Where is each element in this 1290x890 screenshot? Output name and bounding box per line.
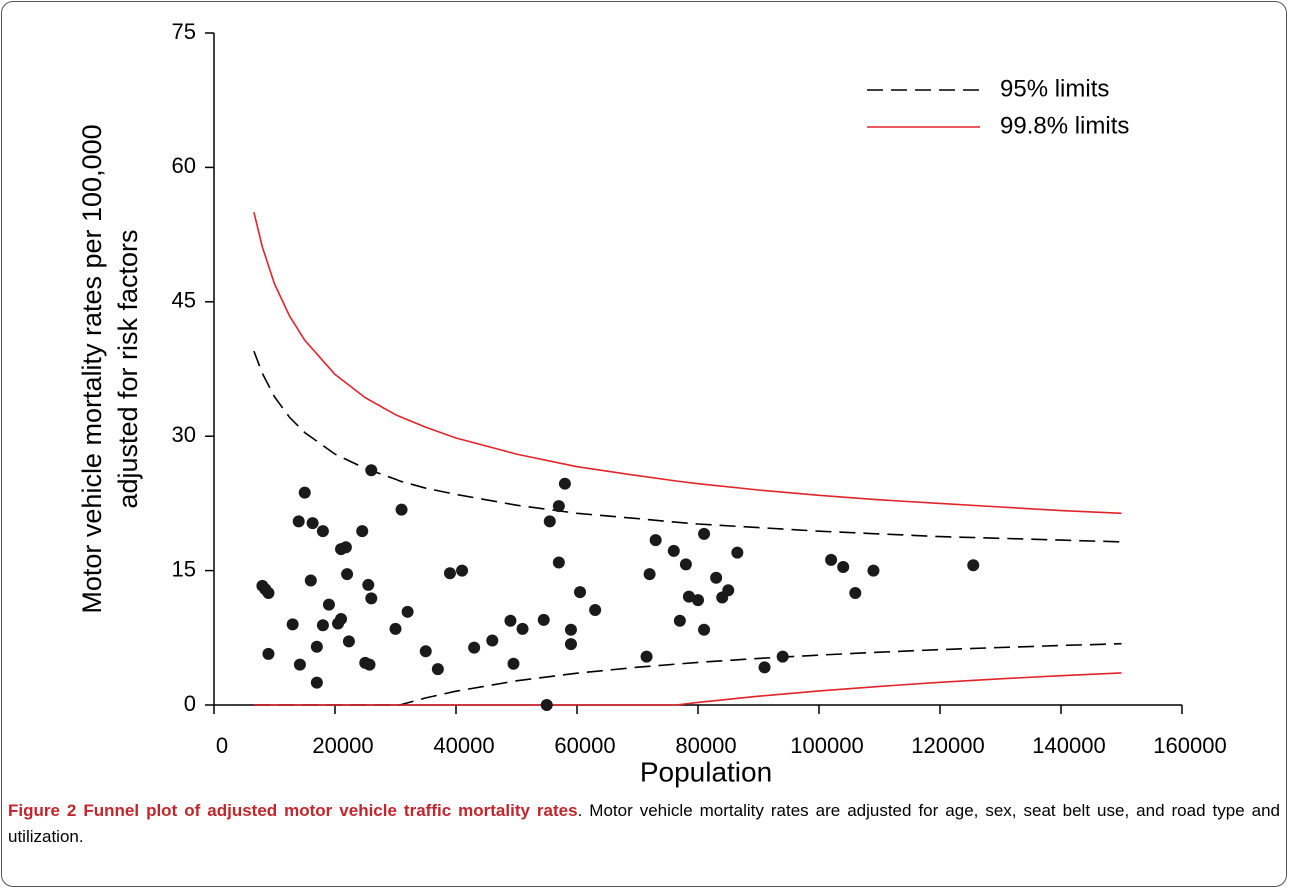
y-axis-label: Motor vehicle mortality rates per 100,00… [77,124,107,613]
data-point [395,503,408,516]
x-tick-label: 80000 [675,733,736,758]
data-point [722,584,735,597]
data-point [682,590,695,603]
limit-line [253,350,1122,543]
y-tick-label: 0 [184,691,196,716]
chart: 0 15 30 45 60 75 0 20000 40000 60000 80000 100000 12… [77,19,1227,788]
data-point [310,640,323,653]
data-point [698,623,711,636]
data-point [363,658,376,671]
data-point [543,515,556,528]
data-point [486,634,499,647]
limit-line [253,642,1122,706]
data-point [574,586,587,599]
y-tick-label: 75 [172,19,196,44]
caption: Figure 2 Funnel plot of adjusted motor v… [8,798,1280,850]
data-point [456,564,469,577]
data-point [356,525,369,538]
x-tick-label: 140000 [1032,733,1105,758]
data-point [419,645,432,658]
data-point [758,661,771,674]
data-point [292,515,305,528]
x-tick-label: 40000 [433,733,494,758]
data-point [552,500,565,513]
caption-text: . Motor vehicle mortality rates are adju… [8,801,1281,846]
data-point [286,618,299,631]
data-point [310,676,323,689]
data-point [316,525,329,538]
data-point [362,578,375,591]
data-point [401,605,414,618]
data-point [537,613,550,626]
y-tick-label: 30 [172,422,196,447]
data-point [443,567,456,580]
data-point [322,598,335,611]
data-point [389,622,402,635]
x-tick-label: 120000 [911,733,984,758]
data-point [262,647,275,660]
data-point [504,614,517,627]
legend-label: 95% limits [1000,75,1109,102]
data-point [564,638,577,651]
data-point [673,614,686,627]
data-point [540,699,553,711]
data-point [710,571,723,584]
data-point [552,556,565,569]
data-point [837,561,850,574]
data-point [293,658,306,671]
data-point [316,619,329,632]
data-point [640,650,653,663]
data-point [304,574,317,587]
x-tick-label: 60000 [554,733,615,758]
data-point [679,558,692,571]
data-point [825,553,838,566]
data-point [262,587,275,599]
data-point [507,657,520,670]
x-tick-label: 0 [216,733,228,758]
legend-label: 99.8% limits [1000,112,1129,139]
data-point [298,486,311,499]
data-point [431,663,444,676]
data-point [558,477,571,490]
data-point [849,587,862,599]
data-point [468,641,481,654]
data-point [306,517,319,530]
data-point [692,594,704,607]
data-point [365,464,378,477]
y-tick-label: 45 [172,288,196,313]
y-tick-label: 15 [172,556,196,581]
data-point [365,592,378,605]
data-point [589,604,602,617]
x-tick-label: 20000 [312,733,373,758]
limit-line [253,212,1122,515]
data-point [776,650,789,663]
x-tick-label: 100000 [790,733,863,758]
data-point [339,541,352,554]
y-tick-label: 60 [172,153,196,178]
data-point [341,568,354,581]
data-point [698,527,711,540]
data-point [335,612,348,625]
data-point [967,559,980,572]
data-point [667,544,680,557]
data-point [867,564,880,577]
data-point [564,623,577,636]
limit-line [253,672,1122,706]
data-point [643,568,656,581]
x-axis-label: Population [640,756,772,787]
data-point [731,546,744,559]
data-point [649,534,662,547]
x-tick-label: 160000 [1153,733,1226,758]
y-axis-label: adjusted for risk factors [113,229,143,508]
data-point [516,622,529,635]
data-point [342,635,355,648]
caption-title: Figure 2 Funnel plot of adjusted motor v… [8,801,578,820]
